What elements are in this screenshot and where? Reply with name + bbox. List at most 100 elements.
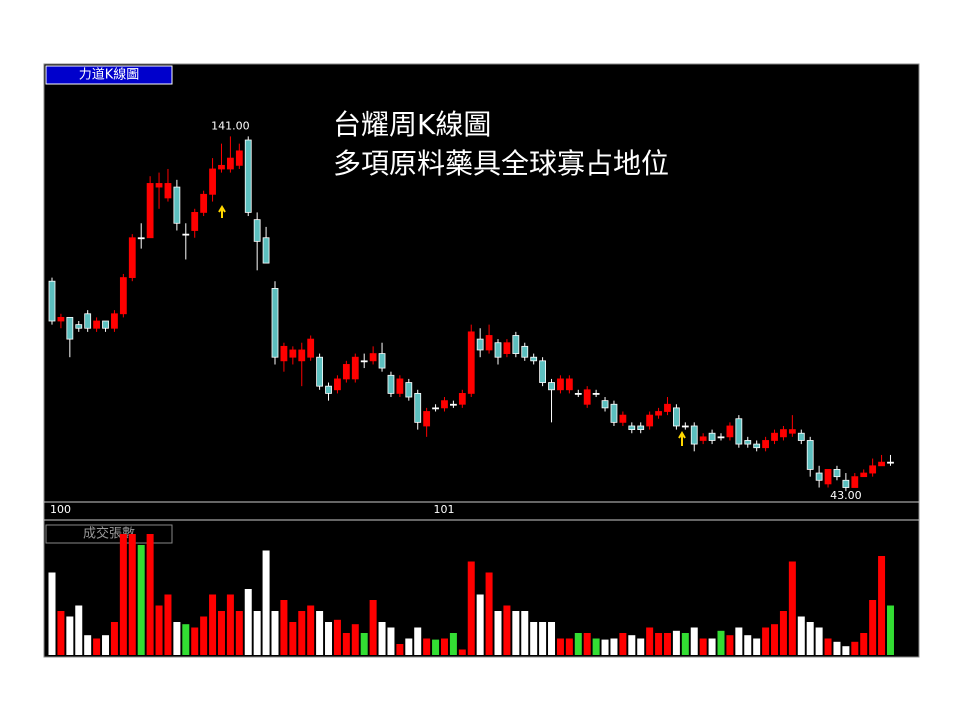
candle-body [280,345,288,362]
candle-body [111,313,118,329]
volume-bar [672,630,680,655]
volume-bar [182,624,190,655]
candle-body [235,150,243,166]
volume-bar [690,627,698,655]
candle-body [851,476,859,488]
candle-body [681,425,689,428]
volume-bar [779,611,787,655]
candle-body [762,440,769,449]
volume-bar [432,639,440,655]
candle-body [467,331,475,394]
volume-bar [762,627,770,655]
volume-bar [708,638,716,655]
candle-body [530,356,538,362]
volume-bar [440,638,448,655]
candle-body [637,425,645,431]
volume-bar [655,633,663,655]
candle-body [191,212,199,231]
candle-body [218,164,225,170]
candle-body [66,316,74,340]
candle-body [200,193,208,213]
volume-bar [744,635,752,655]
volume-bar [325,622,333,655]
volume-bar [173,622,181,655]
candle-body [75,324,83,329]
candle-body [521,345,529,358]
volume-bar [637,638,645,655]
candle-body [646,414,654,427]
volume-bar [333,619,341,655]
candle-body [788,429,796,434]
volume-bar [717,630,725,655]
candle-body [824,469,832,485]
volume-bar [209,594,217,655]
volume-bar [244,589,252,655]
candle-body [325,385,332,394]
volume-bar [842,646,850,655]
candle-body [628,425,636,431]
candle-body [441,400,448,409]
volume-bar [93,638,101,655]
candle-body [503,342,511,354]
candle-body [262,237,270,264]
volume-bar [735,627,743,655]
volume-bar [423,638,431,655]
volume-bar [351,624,359,655]
volume-bar [878,556,886,655]
candle-body [57,316,65,322]
volume-bar [556,638,564,655]
candle-body [244,139,252,213]
volume-bar [110,622,118,655]
volume-bar [226,594,234,655]
volume-bar [235,611,243,655]
volume-bar [726,635,734,655]
candle-body [119,277,127,315]
candle-body [842,479,850,488]
candle-body [155,183,163,188]
candle-body [84,313,92,329]
candle-body [253,219,261,242]
volume-bar [119,534,127,655]
candle-body [619,414,627,423]
candle-body [298,349,306,362]
volume-bar [280,600,288,655]
candle-body [735,418,743,445]
volume-bar [262,550,270,655]
volume-bar [699,638,707,655]
volume-bar [806,622,814,655]
volume-label-box [45,524,173,544]
candle-body [690,425,698,445]
volume-bar [521,611,529,655]
candle-body [565,378,573,391]
candle-body [449,403,457,406]
volume-bar [860,633,868,655]
candle-body [307,338,315,358]
candle-body [146,183,154,239]
candle-body [414,393,422,423]
volume-bar [102,635,110,655]
volume-bar [137,545,145,655]
volume-bar [548,622,556,655]
volume-bar [414,627,422,655]
candle-body [815,472,823,481]
candle-body [557,378,564,391]
candle-body [458,393,466,405]
candle-body [342,364,350,380]
volume-bar [217,611,225,655]
candle-body [887,461,894,464]
candle-body [539,360,546,383]
volume-bar [512,611,520,655]
candle-body [137,237,145,240]
volume-bar [681,633,689,655]
volume-bar [833,641,841,655]
x-tick-label: 100 [50,503,71,516]
candle-body [548,382,555,391]
candle-body [423,411,431,427]
candle-body [173,186,181,224]
candle-body [708,432,716,441]
candle-body [476,338,484,351]
volume-bar [48,572,56,655]
candle-body [164,183,172,199]
candle-body [93,320,100,329]
candle-body [387,374,395,394]
